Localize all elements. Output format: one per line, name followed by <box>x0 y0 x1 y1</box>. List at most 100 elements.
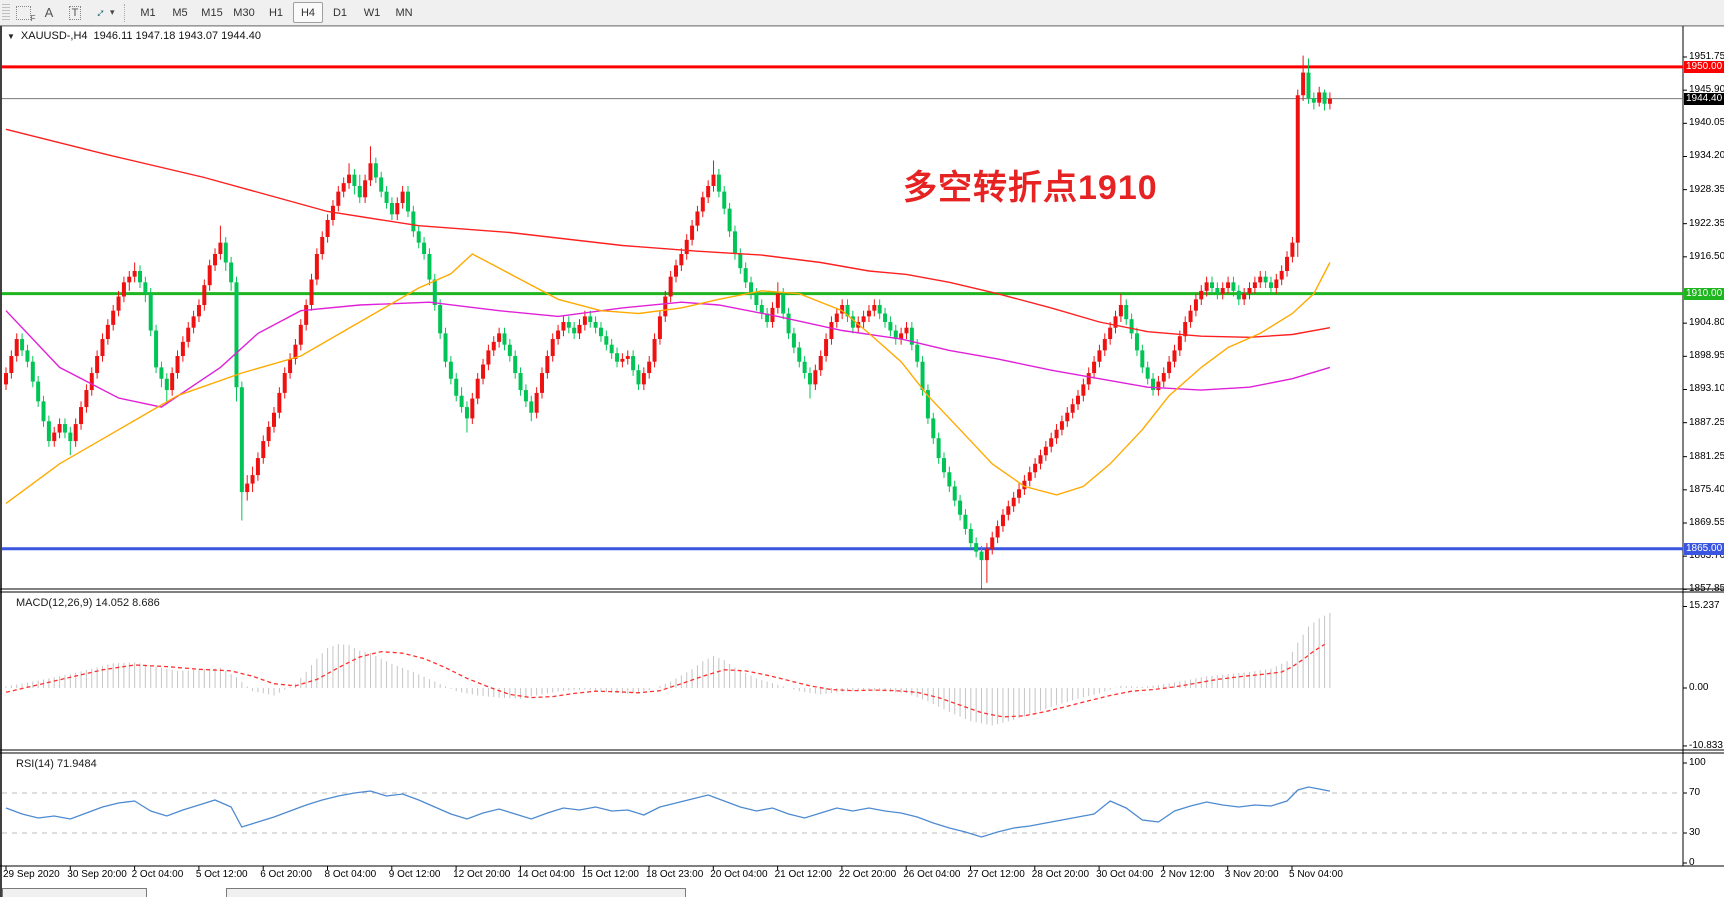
candle-body <box>255 458 260 476</box>
candle-body <box>411 211 416 232</box>
macd-axis-label: -10.833 <box>1689 739 1723 751</box>
dropdown-caret-icon[interactable]: ▾ <box>110 7 115 17</box>
timeframe-button-d1[interactable]: D1 <box>332 6 348 19</box>
candle-body <box>373 163 378 178</box>
candle-body <box>497 333 502 342</box>
candle-body <box>159 367 164 379</box>
candle-body <box>170 373 175 391</box>
candle-body <box>46 421 51 442</box>
time-axis-label: 2 Oct 04:00 <box>131 869 184 880</box>
candle-body <box>749 282 754 294</box>
timeframe-button-m15[interactable]: M15 <box>201 6 223 19</box>
candle-body <box>759 305 764 314</box>
candle-body <box>711 174 716 186</box>
timeframe-button-m5[interactable]: M5 <box>172 6 188 19</box>
candle-body <box>550 339 555 357</box>
candle-body <box>861 316 866 323</box>
candle-body <box>62 424 67 433</box>
candle-body <box>272 412 276 427</box>
timeframe-button-m30[interactable]: M30 <box>233 6 255 19</box>
candle-body <box>100 339 105 357</box>
candle-body <box>186 327 191 342</box>
candle-body <box>36 381 41 402</box>
candle-body <box>20 339 25 351</box>
toolbar-drag-handle[interactable] <box>2 3 10 22</box>
price-badge: 1944.40 <box>1684 92 1724 105</box>
candle-body <box>68 432 73 442</box>
timeframe-button-h4[interactable]: H4 <box>293 2 323 23</box>
text-box-icon[interactable]: T <box>62 2 88 23</box>
candle-body <box>1220 288 1225 294</box>
time-axis-label: 30 Sep 20:00 <box>67 869 127 880</box>
timeframe-bar: M1 M5 M15 M30 H1 H4 D1 W1 MN <box>132 2 420 23</box>
timeframe-button-mn[interactable]: MN <box>395 6 413 19</box>
candle-body <box>700 197 705 212</box>
candle-body <box>1065 412 1070 422</box>
candle-body <box>636 370 641 385</box>
bottom-chart-tab[interactable] <box>226 888 686 897</box>
time-axis-label: 6 Oct 20:00 <box>260 869 312 880</box>
candle-body <box>164 378 169 391</box>
candle-body <box>840 305 845 314</box>
candle-body <box>202 285 207 306</box>
candle-body <box>73 424 78 442</box>
candle-body <box>234 282 239 388</box>
rsi-axis-label: 0 <box>1689 857 1695 868</box>
timeframe-button-w1[interactable]: W1 <box>363 6 381 19</box>
candle-body <box>791 333 796 348</box>
time-axis-label: 26 Oct 04:00 <box>903 869 961 880</box>
candle-body <box>1059 421 1064 430</box>
candle-body <box>1097 350 1102 362</box>
candle-body <box>79 407 84 425</box>
candle-body <box>1204 282 1209 291</box>
candle-body <box>138 271 142 283</box>
candle-body <box>593 322 598 328</box>
candle-body <box>1000 514 1005 527</box>
candle-body <box>775 293 780 308</box>
time-axis-label: 5 Nov 04:00 <box>1289 869 1343 880</box>
timeframe-button-m1[interactable]: M1 <box>140 6 156 19</box>
candle-body <box>1167 361 1172 374</box>
candle-body <box>1076 395 1080 405</box>
candle-body <box>695 211 700 226</box>
time-axis-label: 18 Oct 23:00 <box>646 869 704 880</box>
candle-body <box>1027 472 1032 481</box>
candle-body <box>588 316 593 323</box>
candle-body <box>464 407 469 419</box>
candle-body <box>866 310 871 317</box>
text-a-icon[interactable]: A <box>44 5 54 20</box>
macd-signal-line <box>5 643 1325 718</box>
time-axis-label: 30 Oct 04:00 <box>1096 869 1154 880</box>
candle-body <box>1306 72 1311 99</box>
candle-body <box>1274 279 1279 289</box>
candle-body <box>1242 293 1247 300</box>
candle-body <box>604 336 609 345</box>
candle-body <box>288 358 293 374</box>
candle-body <box>427 253 432 280</box>
candle-body <box>904 327 909 334</box>
candle-body <box>218 242 223 254</box>
candle-body <box>979 551 984 561</box>
candle-body <box>706 185 711 198</box>
collapse-triangle-icon[interactable]: ▼ <box>7 31 15 41</box>
candle-body <box>872 305 877 311</box>
bottom-chart-tab[interactable] <box>2 888 147 897</box>
candle-body <box>293 344 298 359</box>
candle-body <box>491 341 496 351</box>
timeframe-button-h1[interactable]: H1 <box>268 6 284 19</box>
candle-body <box>336 191 341 206</box>
candle-body <box>598 327 603 337</box>
main-toolbar: F A T ↕ ▾ M1 M5 M15 M30 H1 H4 D1 W1 MN <box>0 0 1724 26</box>
candle-body <box>111 310 116 325</box>
time-axis-label: 3 Nov 20:00 <box>1224 869 1279 880</box>
candle-body <box>1017 489 1022 498</box>
candle-body <box>513 356 518 374</box>
candle-body <box>1311 98 1316 103</box>
chart-canvas[interactable] <box>0 26 1724 897</box>
chart-window[interactable]: ▼ XAUUSD-,H4 1946.11 1947.18 1943.07 194… <box>0 26 1724 897</box>
candle-body <box>1140 350 1145 368</box>
candle-body <box>95 356 100 374</box>
chart-annotation-text[interactable]: 多空转折点1910 <box>903 169 1158 207</box>
chart-grid-icon[interactable]: F <box>10 2 36 23</box>
candle-body <box>1118 305 1123 317</box>
